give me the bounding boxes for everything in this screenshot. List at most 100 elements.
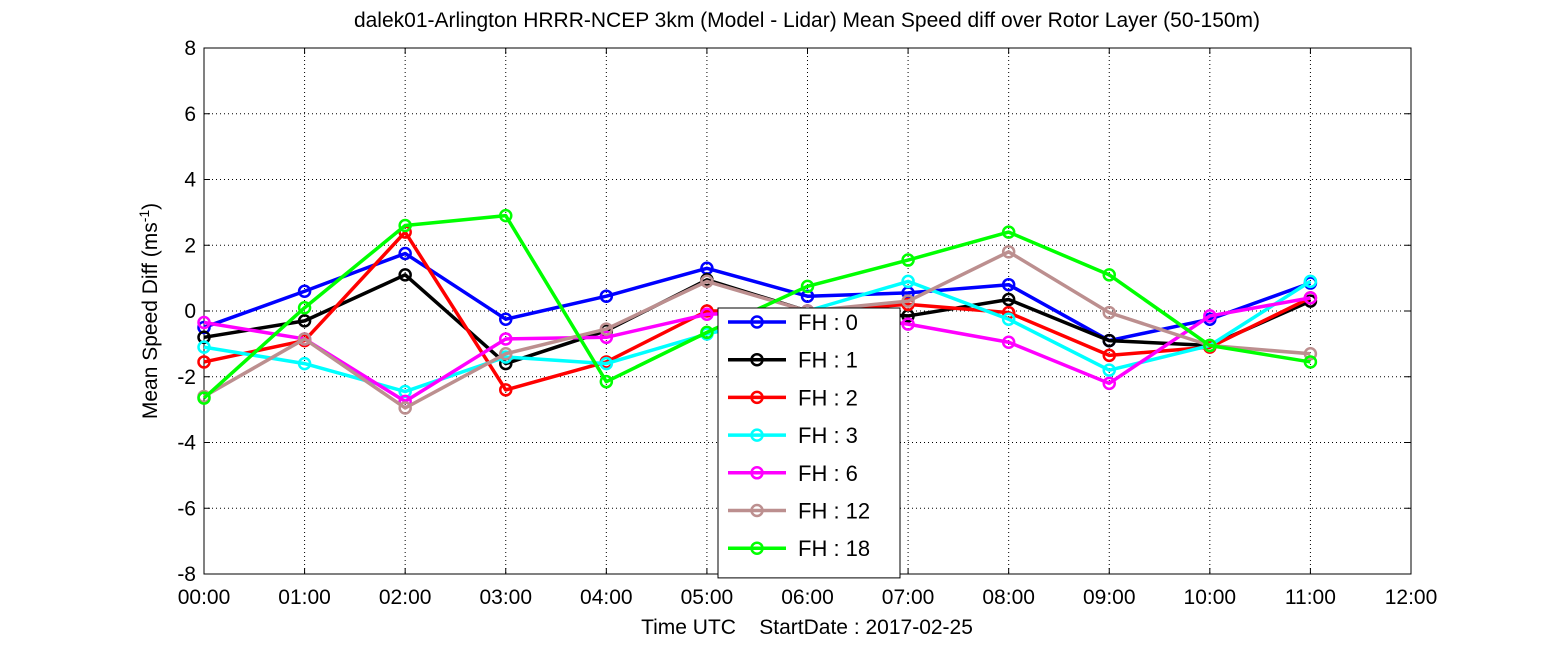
data-point [901,274,915,289]
x-tick-label: 12:00 [1385,586,1438,609]
data-point [499,346,513,361]
data-point [398,268,412,282]
data-point [1102,376,1116,391]
legend-marker [750,428,764,442]
y-axis-label-superscript: -1 [136,210,152,223]
data-point [1303,355,1318,369]
data-point [1102,305,1116,320]
data-point [1001,225,1016,239]
data-point [599,322,614,336]
legend-marker [750,390,764,405]
data-point [901,253,915,267]
data-point [197,391,211,405]
legend-label: FH : 0 [798,310,858,335]
data-point [599,330,614,345]
legend-label: FH : 6 [798,461,858,486]
y-axis-label-main: Mean Speed Diff (ms [139,222,162,419]
data-point [499,332,513,346]
y-tick-label: 6 [184,103,196,126]
legend-item: FH : 12 [728,499,870,524]
y-axis-label: Mean Speed Diff (ms-1) [136,203,162,419]
x-tick-label: 04:00 [580,586,633,609]
data-point [700,325,714,340]
data-point [1203,309,1217,323]
x-tick-label: 02:00 [379,586,432,609]
x-tick-label: 06:00 [781,586,834,609]
data-point [197,340,211,354]
x-tick-label: 07:00 [882,586,935,609]
y-tick-label: -6 [177,497,196,520]
legend-label: FH : 1 [798,348,858,373]
data-point [398,246,412,261]
legend-label: FH : 12 [798,499,870,524]
data-point [1001,292,1016,307]
data-point [901,294,915,308]
data-point [599,356,614,371]
x-tick-label: 10:00 [1184,586,1237,609]
legend-marker [750,541,764,555]
data-point [1001,335,1016,349]
x-tick-label: 00:00 [178,586,231,609]
data-point [599,374,614,389]
data-point [297,356,312,371]
data-point [398,401,412,415]
legend-item: FH : 3 [728,423,858,448]
y-tick-label: 4 [184,169,196,192]
legend-item: FH : 18 [728,536,870,561]
y-tick-label: -4 [177,432,196,455]
y-tick-label: 2 [184,234,196,257]
data-point [297,314,312,328]
data-point [700,307,714,322]
x-axis-label: Time UTC StartDate : 2017-02-25 [641,616,973,639]
data-point [499,312,513,326]
data-point [1203,338,1217,353]
legend: FH : 0 FH : 1 FH : 2 FH : 3 FH : 6 FH : 12 FH … [717,307,901,579]
legend-marker [750,503,764,518]
data-point [1001,245,1016,259]
data-point [197,355,211,369]
data-point [1102,363,1116,377]
legend-item: FH : 2 [728,385,858,410]
x-tick-label: 09:00 [1083,586,1136,609]
data-point [1303,274,1318,289]
data-point [1303,291,1318,305]
legend-marker [750,315,764,329]
series-fh-12 [197,245,1318,415]
data-point [499,208,513,223]
x-tick-label: 03:00 [479,586,532,609]
data-point [1303,346,1318,361]
legend-label: FH : 2 [798,385,858,410]
chart-title: dalek01-Arlington HRRR-NCEP 3km (Model -… [354,9,1260,32]
data-point [197,315,211,330]
data-point [700,274,714,289]
x-tick-label: 01:00 [278,586,331,609]
data-point [901,317,915,331]
data-point [800,279,815,294]
data-point [297,332,312,346]
y-axis-label-close: ) [139,203,162,210]
x-tick-label: 11:00 [1285,586,1336,609]
data-point [1001,277,1016,292]
data-point [398,218,412,233]
legend-item: FH : 6 [728,461,858,486]
data-point [499,383,513,397]
y-tick-label: 0 [184,300,196,323]
data-point [599,289,614,303]
x-tick-label: 08:00 [982,586,1035,609]
legend-marker [750,466,764,480]
data-point [1102,268,1116,282]
data-point [297,300,312,315]
y-tick-label: -8 [177,563,196,586]
data-point [1102,333,1116,348]
legend-item: FH : 1 [728,348,858,373]
x-tick-labels: 00:00 01:00 02:00 03:00 04:00 05:00 06:00 07:00… [178,586,1438,609]
series-line [203,251,1312,343]
x-tick-label: 05:00 [681,586,734,609]
legend-label: FH : 3 [798,423,858,448]
data-point [1001,312,1016,326]
legend-marker [750,352,764,367]
y-tick-labels: -8 -6 -4 -2 0 2 4 6 8 [177,37,196,586]
data-point [1102,348,1116,363]
legend-item: FH : 0 [728,310,858,335]
